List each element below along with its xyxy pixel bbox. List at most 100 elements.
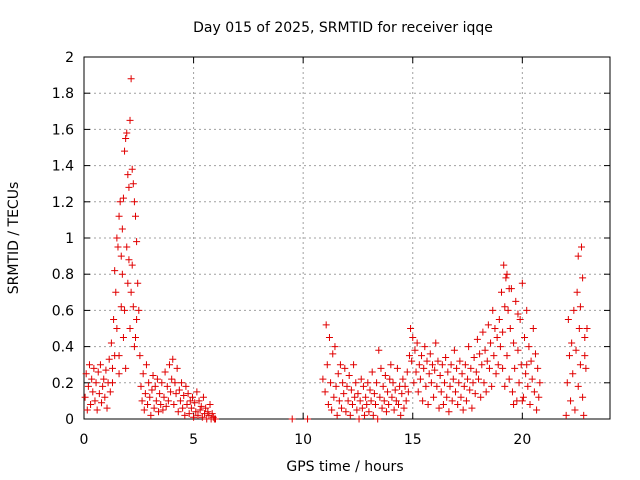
data-point bbox=[149, 372, 157, 380]
data-point bbox=[413, 339, 421, 347]
data-point bbox=[482, 388, 490, 396]
data-point bbox=[161, 368, 169, 376]
data-point bbox=[565, 352, 573, 360]
data-point bbox=[397, 411, 405, 419]
data-point bbox=[444, 368, 452, 376]
data-point bbox=[400, 404, 408, 412]
data-point bbox=[162, 402, 170, 410]
data-point bbox=[393, 364, 401, 372]
data-point bbox=[334, 370, 342, 378]
data-point bbox=[351, 393, 359, 401]
data-point bbox=[516, 315, 524, 323]
data-point bbox=[423, 357, 431, 365]
data-point bbox=[579, 274, 587, 282]
data-point bbox=[184, 390, 192, 398]
data-point bbox=[508, 388, 516, 396]
data-point bbox=[487, 339, 495, 347]
data-point bbox=[576, 361, 584, 369]
data-point bbox=[415, 361, 423, 369]
data-point bbox=[148, 386, 156, 394]
data-point bbox=[525, 343, 533, 351]
data-point bbox=[127, 75, 135, 83]
data-point bbox=[346, 411, 354, 419]
data-point bbox=[536, 379, 544, 387]
y-tick-label: 0.6 bbox=[52, 303, 74, 319]
y-tick-label: 1.4 bbox=[52, 159, 74, 175]
data-point bbox=[386, 375, 394, 383]
data-point bbox=[122, 134, 130, 142]
data-point bbox=[332, 382, 340, 390]
data-point bbox=[107, 339, 115, 347]
data-point bbox=[123, 243, 131, 251]
x-tick-label: 5 bbox=[189, 432, 198, 448]
data-point bbox=[336, 361, 344, 369]
data-point bbox=[156, 390, 164, 398]
data-point bbox=[477, 393, 485, 401]
data-point bbox=[580, 411, 588, 419]
data-point bbox=[119, 334, 127, 342]
data-point bbox=[206, 401, 214, 409]
data-point bbox=[419, 397, 427, 405]
data-point bbox=[139, 370, 147, 378]
data-point bbox=[99, 382, 107, 390]
data-point bbox=[492, 370, 500, 378]
data-point bbox=[354, 390, 362, 398]
data-point bbox=[110, 315, 118, 323]
data-point bbox=[202, 404, 210, 412]
data-point bbox=[176, 397, 184, 405]
data-point bbox=[523, 306, 531, 314]
data-point bbox=[481, 346, 489, 354]
data-point bbox=[564, 315, 572, 323]
x-axis-ticks: 0 5 10 15 20 bbox=[80, 57, 531, 448]
data-point bbox=[89, 388, 97, 396]
data-point bbox=[458, 370, 466, 378]
data-point bbox=[87, 401, 95, 409]
data-point bbox=[164, 397, 172, 405]
data-point bbox=[116, 198, 124, 206]
data-point bbox=[398, 390, 406, 398]
data-point bbox=[425, 370, 433, 378]
data-point bbox=[528, 375, 536, 383]
data-point bbox=[194, 411, 202, 419]
data-point bbox=[125, 183, 133, 191]
data-point bbox=[524, 382, 532, 390]
data-point bbox=[171, 379, 179, 387]
data-point bbox=[142, 361, 150, 369]
data-point bbox=[392, 397, 400, 405]
data-point bbox=[568, 339, 576, 347]
data-point bbox=[445, 408, 453, 416]
data-point bbox=[167, 388, 175, 396]
data-point bbox=[125, 256, 133, 264]
data-point bbox=[118, 270, 126, 278]
data-point bbox=[375, 346, 383, 354]
y-tick-label: 0 bbox=[65, 412, 74, 428]
data-point bbox=[401, 382, 409, 390]
data-point bbox=[366, 386, 374, 394]
data-point bbox=[387, 361, 395, 369]
y-axis-label: SRMTID / TECUs bbox=[6, 182, 22, 295]
data-point bbox=[441, 379, 449, 387]
data-point bbox=[464, 375, 472, 383]
data-point bbox=[469, 379, 477, 387]
data-point bbox=[191, 399, 199, 407]
data-point bbox=[106, 388, 114, 396]
data-point bbox=[344, 397, 352, 405]
data-point bbox=[186, 397, 194, 405]
data-point bbox=[175, 386, 183, 394]
data-point bbox=[435, 404, 443, 412]
data-point bbox=[408, 357, 416, 365]
data-point bbox=[404, 388, 412, 396]
data-point bbox=[512, 297, 520, 305]
data-point bbox=[367, 397, 375, 405]
grid-lines bbox=[84, 57, 610, 419]
data-point bbox=[160, 393, 168, 401]
data-point bbox=[168, 375, 176, 383]
data-point bbox=[152, 397, 160, 405]
data-point bbox=[428, 361, 436, 369]
data-point bbox=[304, 415, 312, 423]
data-point bbox=[572, 346, 580, 354]
data-point bbox=[582, 364, 590, 372]
data-point bbox=[390, 406, 398, 414]
data-point bbox=[402, 397, 410, 405]
data-point bbox=[451, 388, 459, 396]
